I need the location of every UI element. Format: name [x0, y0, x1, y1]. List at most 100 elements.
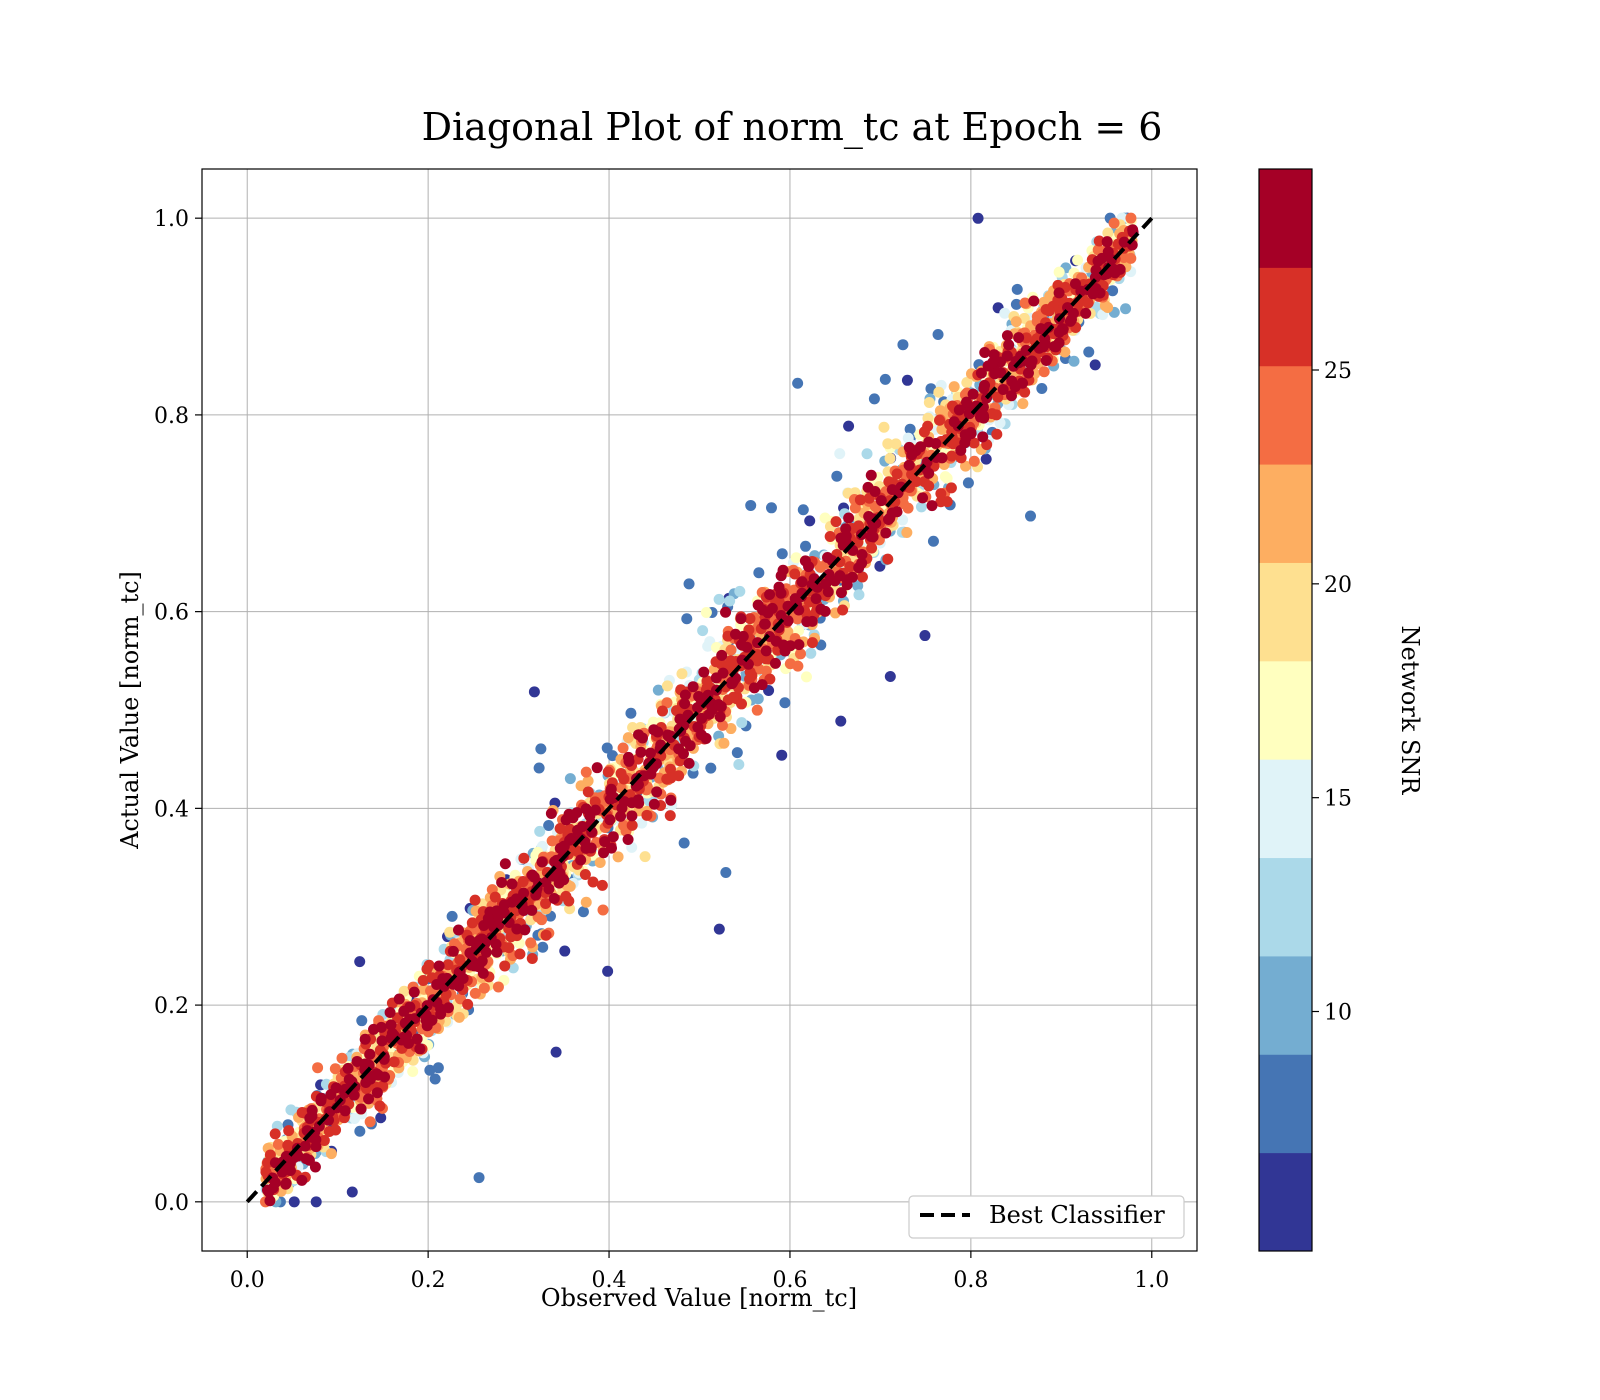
scatter-point	[1038, 366, 1050, 378]
scatter-point	[264, 1195, 276, 1207]
scatter-point	[947, 438, 959, 450]
scatter-point	[939, 471, 951, 483]
scatter-point	[462, 998, 474, 1010]
scatter-point	[765, 502, 777, 514]
scatter-point	[769, 657, 781, 669]
scatter-point	[782, 615, 794, 627]
colorbar-band	[1259, 169, 1312, 268]
scatter-point	[718, 737, 730, 749]
scatter-point	[1102, 227, 1114, 239]
scatter-point	[752, 599, 764, 611]
colorbar-band	[1259, 955, 1312, 1055]
colorbar: 10 15 20 25 Network SNR	[1258, 168, 1424, 1252]
scatter-point	[884, 452, 896, 464]
scatter-point	[310, 1134, 322, 1146]
scatter-point	[656, 705, 668, 717]
scatter-point	[284, 1155, 296, 1167]
scatter-point	[923, 467, 935, 479]
scatter-point	[715, 701, 727, 713]
scatter-point	[903, 459, 915, 471]
scatter-point	[543, 819, 555, 831]
scatter-point	[1092, 244, 1104, 256]
scatter-point	[453, 924, 465, 936]
colorbar-band	[1259, 1152, 1312, 1252]
scatter-point	[622, 833, 634, 845]
scatter-point	[980, 453, 992, 465]
scatter-point	[641, 809, 653, 821]
colorbar-band	[1259, 464, 1312, 563]
scatter-point	[318, 1135, 330, 1147]
scatter-point	[446, 910, 458, 922]
scatter-point	[680, 735, 692, 747]
scatter-point	[300, 1153, 312, 1165]
scatter-point	[644, 747, 656, 759]
scatter-point	[356, 1015, 368, 1027]
scatter-point	[806, 637, 818, 649]
scatter-point	[325, 1148, 337, 1160]
scatter-point	[560, 890, 572, 902]
scatter-point	[280, 1178, 292, 1190]
scatter-point	[1017, 398, 1029, 410]
scatter-point	[354, 1125, 366, 1137]
scatter-point	[975, 367, 987, 379]
legend-box	[908, 1195, 1185, 1239]
scatter-point	[371, 1087, 383, 1099]
x-axis-label: Observed Value [norm_tc]	[541, 1284, 857, 1312]
scatter-point	[681, 613, 693, 625]
scatter-point	[725, 644, 737, 656]
scatter-point	[733, 758, 745, 770]
scatter-point	[491, 905, 503, 917]
scatter-point	[953, 404, 965, 416]
scatter-point	[423, 959, 435, 971]
scatter-point	[665, 772, 677, 784]
scatter-point	[926, 500, 938, 512]
scatter-point	[960, 460, 972, 472]
scatter-point	[596, 879, 608, 891]
scatter-point	[897, 514, 909, 526]
scatter-point	[865, 469, 877, 481]
scatter-point	[664, 763, 676, 775]
scatter-point	[701, 675, 713, 687]
scatter-point	[543, 883, 555, 895]
scatter-point	[342, 1062, 354, 1074]
scatter-point	[734, 585, 746, 597]
scatter-point	[469, 894, 481, 906]
scatter-point	[554, 823, 566, 835]
scatter-point	[1099, 300, 1111, 312]
scatter-point	[558, 840, 570, 852]
scatter-point	[882, 553, 894, 565]
scatter-point	[575, 854, 587, 866]
scatter-point	[652, 684, 664, 696]
scatter-point	[789, 568, 801, 580]
scatter-point	[692, 721, 704, 733]
scatter-point	[736, 698, 748, 710]
scatter-point	[572, 824, 584, 836]
scatter-point	[374, 1100, 386, 1112]
scatter-point	[363, 1059, 375, 1071]
scatter-point	[776, 749, 788, 761]
scatter-point	[1120, 303, 1132, 315]
scatter-point	[607, 831, 619, 843]
scatter-point	[429, 1073, 441, 1085]
legend-entry-best-classifier: Best Classifier	[989, 1201, 1165, 1229]
scatter-point	[962, 477, 974, 489]
scatter-point	[764, 589, 776, 601]
scatter-point	[540, 897, 552, 909]
scatter-point	[1001, 330, 1013, 342]
scatter-point	[919, 630, 931, 642]
scatter-point	[797, 504, 809, 516]
scatter-point	[714, 711, 726, 723]
scatter-point	[729, 628, 741, 640]
scatter-point	[1087, 288, 1099, 300]
scatter-point	[979, 346, 991, 358]
scatter-point	[291, 1150, 303, 1162]
scatter-point	[678, 837, 690, 849]
scatter-point	[726, 678, 738, 690]
scatter-point	[537, 941, 549, 953]
best-classifier-line	[245, 216, 1154, 1204]
colorbar-tick-label: 25	[1324, 359, 1352, 384]
scatter-point	[815, 603, 827, 615]
grid-lines	[202, 169, 1197, 1251]
scatter-point	[480, 946, 492, 958]
scatter-point	[444, 926, 456, 938]
